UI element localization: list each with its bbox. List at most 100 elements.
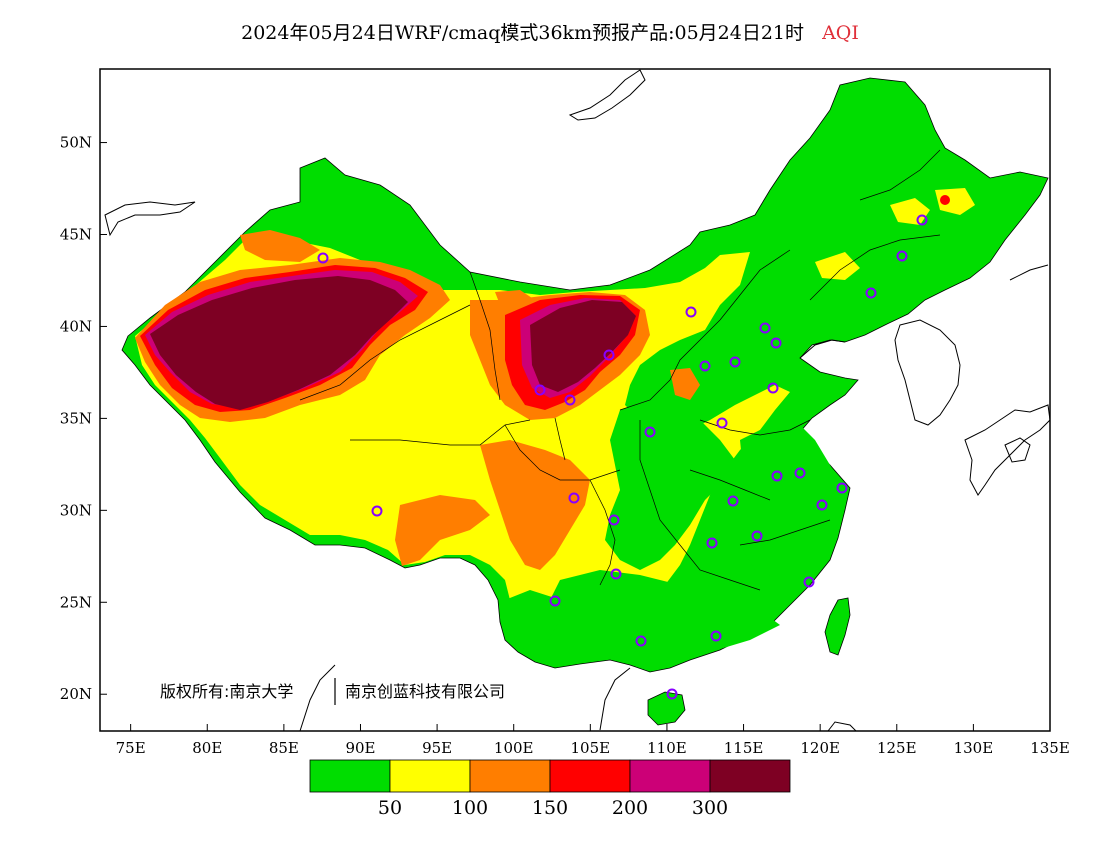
station-marker	[794, 467, 806, 479]
x-tick-label: 105E	[571, 739, 611, 757]
station-marker	[816, 499, 828, 511]
station-marker	[767, 382, 779, 394]
central-orange-spot	[670, 368, 700, 400]
station-marker	[710, 630, 722, 642]
x-tick-label: 90E	[345, 739, 375, 757]
station-marker	[603, 349, 615, 361]
coastlines	[104, 69, 1050, 731]
station-marker	[317, 252, 329, 264]
station-marker	[803, 576, 815, 588]
y-tick-label: 20N	[60, 685, 92, 703]
x-axis-ticks: 75E 80E 85E 90E 95E 100E 105E 110E 115E 120E 125E 1…	[116, 724, 1070, 757]
station-marker	[865, 287, 877, 299]
legend-label: 150	[532, 797, 568, 819]
copyright-partner: 南京创蓝科技有限公司	[345, 682, 505, 701]
xinjiang-north-orange	[240, 230, 320, 262]
bohai-coast	[799, 339, 846, 359]
legend-swatch	[709, 759, 791, 793]
station-marker	[564, 394, 576, 406]
x-tick-label: 85E	[269, 739, 299, 757]
legend-swatch	[309, 759, 391, 793]
east-green-patch	[740, 420, 845, 580]
station-marker	[729, 356, 741, 368]
station-marker	[610, 568, 622, 580]
x-tick-label: 115E	[724, 739, 764, 757]
station-marker	[759, 322, 771, 334]
x-tick-label: 110E	[647, 739, 687, 757]
x-tick-label: 125E	[877, 739, 917, 757]
balkhash-lake	[104, 201, 196, 237]
x-tick-label: 120E	[800, 739, 840, 757]
northeast-yellow-spot	[890, 198, 930, 225]
southwest-green-patch	[505, 590, 560, 650]
station-marker	[534, 384, 546, 396]
sichuan-orange-region	[480, 440, 590, 570]
map-frame	[99, 68, 1051, 732]
station-marker	[751, 530, 763, 542]
y-axis-ticks: 50N 45N 40N 35N 30N 25N 20N	[60, 134, 107, 703]
legend-swatch	[549, 759, 631, 793]
taiwan-island	[824, 597, 851, 656]
inner-mongolia-yellow-spot	[815, 252, 860, 280]
loess-hazardous-core	[530, 300, 636, 392]
y-tick-label: 35N	[60, 409, 92, 427]
station-marker	[644, 426, 656, 438]
x-tick-label: 100E	[494, 739, 534, 757]
station-marker	[549, 595, 561, 607]
city-stations	[317, 214, 928, 700]
title-main: 2024年05月24日WRF/cmaq模式36km预报产品:05月24日21时	[241, 22, 805, 44]
copyright-block: 版权所有:南京大学 南京创蓝科技有限公司	[160, 678, 505, 705]
vietnam-coast	[599, 667, 631, 731]
taklimakan-hazardous-core	[150, 276, 408, 410]
station-marker	[836, 482, 848, 494]
korea-peninsula	[894, 319, 961, 426]
legend-swatch	[629, 759, 711, 793]
station-marker	[771, 470, 783, 482]
station-marker	[770, 337, 782, 349]
legend-label: 50	[378, 797, 402, 819]
myanmar-border	[299, 664, 336, 731]
station-marker	[716, 417, 728, 429]
station-marker	[666, 688, 678, 700]
x-tick-label: 80E	[192, 739, 222, 757]
title-variable: AQI	[822, 22, 859, 44]
y-tick-label: 30N	[60, 501, 92, 519]
aqi-legend: 50 100 150 200 300	[309, 759, 791, 819]
northeast-red-spot	[940, 195, 950, 205]
y-tick-label: 25N	[60, 593, 92, 611]
baikal-lake	[568, 69, 646, 121]
station-marker	[635, 635, 647, 647]
northeast-yellow-spot-2	[935, 188, 975, 215]
station-marker	[699, 360, 711, 372]
station-marker	[568, 492, 580, 504]
station-marker	[685, 306, 697, 318]
x-tick-label: 95E	[422, 739, 452, 757]
y-tick-label: 40N	[60, 317, 92, 335]
legend-label: 300	[692, 797, 728, 819]
tibet-east-orange	[395, 495, 490, 566]
legend-label: 200	[612, 797, 648, 819]
japan-honshu	[964, 404, 1050, 496]
philippines-coast	[827, 721, 857, 731]
japan-kyushu	[1004, 437, 1031, 463]
sakhalin-coast	[1009, 264, 1049, 281]
station-marker	[371, 505, 383, 517]
map-content	[104, 69, 1050, 731]
legend-swatch	[469, 759, 551, 793]
y-tick-label: 50N	[60, 134, 92, 152]
legend-label: 100	[452, 797, 488, 819]
station-marker	[608, 514, 620, 526]
station-marker	[727, 495, 739, 507]
station-marker	[706, 537, 718, 549]
map-title: 2024年05月24日WRF/cmaq模式36km预报产品:05月24日21时 …	[0, 18, 1100, 45]
hainan-island	[647, 691, 686, 726]
station-marker	[896, 250, 908, 262]
x-tick-label: 135E	[1030, 739, 1070, 757]
x-tick-label: 75E	[116, 739, 146, 757]
y-tick-label: 45N	[60, 226, 92, 244]
central-green-patch	[605, 400, 735, 570]
province-borders	[299, 149, 941, 591]
copyright-owner: 版权所有:南京大学	[160, 682, 293, 701]
legend-swatch	[389, 759, 471, 793]
